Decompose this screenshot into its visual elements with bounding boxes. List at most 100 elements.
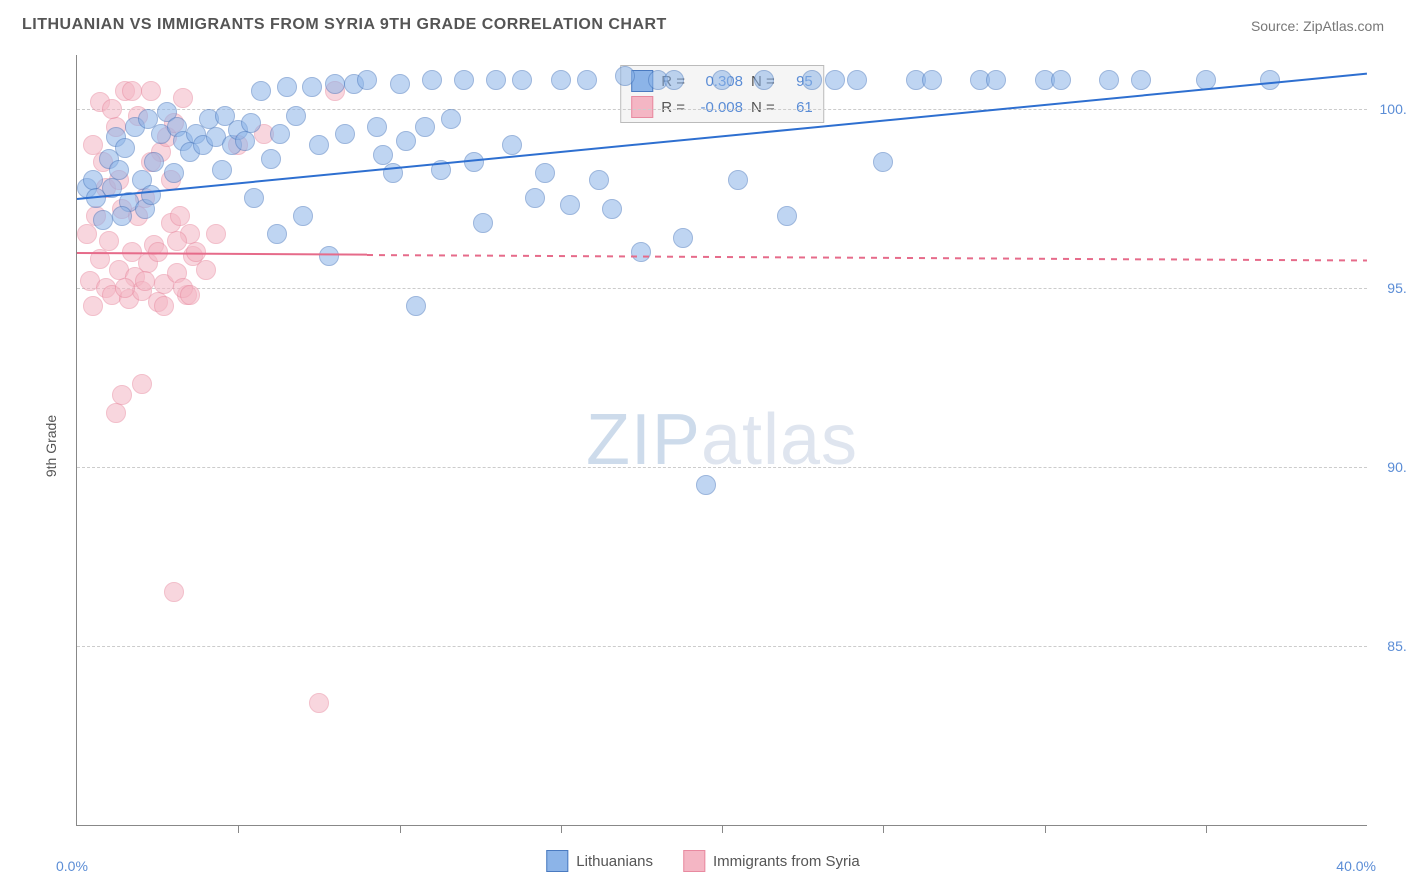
blue-dot bbox=[302, 77, 322, 97]
x-axis-max-label: 40.0% bbox=[1336, 858, 1376, 874]
blue-dot bbox=[83, 170, 103, 190]
y-tick-label: 90.0% bbox=[1387, 459, 1406, 475]
blue-dot bbox=[847, 70, 867, 90]
y-tick-label: 95.0% bbox=[1387, 280, 1406, 296]
y-axis-label: 9th Grade bbox=[43, 415, 59, 477]
swatch-blue-icon bbox=[546, 850, 568, 872]
blue-dot bbox=[319, 246, 339, 266]
pink-dot bbox=[173, 88, 193, 108]
blue-dot bbox=[235, 131, 255, 151]
blue-dot bbox=[309, 135, 329, 155]
blue-dot bbox=[93, 210, 113, 230]
pink-dot bbox=[167, 231, 187, 251]
blue-dot bbox=[270, 124, 290, 144]
pink-dot bbox=[106, 403, 126, 423]
x-axis-min-label: 0.0% bbox=[56, 858, 88, 874]
blue-dot bbox=[754, 70, 774, 90]
x-tick bbox=[561, 825, 562, 833]
blue-dot bbox=[728, 170, 748, 190]
blue-dot bbox=[664, 70, 684, 90]
pink-dot bbox=[122, 81, 142, 101]
plot-area: ZIPatlas R = 0.308 N = 95 R = -0.008 N =… bbox=[76, 55, 1367, 826]
blue-dot bbox=[261, 149, 281, 169]
blue-dot bbox=[777, 206, 797, 226]
legend-item-blue: Lithuanians bbox=[546, 850, 653, 872]
blue-dot bbox=[602, 199, 622, 219]
blue-dot bbox=[577, 70, 597, 90]
pink-dot bbox=[164, 582, 184, 602]
swatch-pink-icon bbox=[631, 96, 653, 118]
pink-dot bbox=[154, 296, 174, 316]
blue-dot bbox=[267, 224, 287, 244]
blue-dot bbox=[922, 70, 942, 90]
pink-dot bbox=[135, 271, 155, 291]
blue-dot bbox=[164, 163, 184, 183]
pink-dot bbox=[83, 135, 103, 155]
blue-dot bbox=[473, 213, 493, 233]
blue-dot bbox=[357, 70, 377, 90]
blue-dot bbox=[415, 117, 435, 137]
pink-dot bbox=[206, 224, 226, 244]
trend-line bbox=[367, 254, 1367, 262]
blue-dot bbox=[141, 185, 161, 205]
blue-dot bbox=[615, 66, 635, 86]
blue-dot bbox=[277, 77, 297, 97]
blue-dot bbox=[512, 70, 532, 90]
pink-dot bbox=[309, 693, 329, 713]
x-tick bbox=[1045, 825, 1046, 833]
blue-dot bbox=[251, 81, 271, 101]
x-tick bbox=[883, 825, 884, 833]
blue-dot bbox=[144, 152, 164, 172]
blue-dot bbox=[986, 70, 1006, 90]
blue-dot bbox=[464, 152, 484, 172]
legend-item-pink: Immigrants from Syria bbox=[683, 850, 860, 872]
legend-label-pink: Immigrants from Syria bbox=[713, 853, 860, 870]
pink-dot bbox=[83, 296, 103, 316]
blue-dot bbox=[1260, 70, 1280, 90]
blue-dot bbox=[1099, 70, 1119, 90]
pink-dot bbox=[77, 224, 97, 244]
blue-dot bbox=[406, 296, 426, 316]
blue-dot bbox=[673, 228, 693, 248]
blue-dot bbox=[486, 70, 506, 90]
blue-dot bbox=[115, 138, 135, 158]
watermark: ZIPatlas bbox=[586, 399, 858, 481]
blue-dot bbox=[396, 131, 416, 151]
blue-dot bbox=[367, 117, 387, 137]
blue-dot bbox=[589, 170, 609, 190]
blue-dot bbox=[325, 74, 345, 94]
y-tick-label: 100.0% bbox=[1380, 101, 1406, 117]
blue-dot bbox=[560, 195, 580, 215]
legend-label-blue: Lithuanians bbox=[576, 853, 653, 870]
bottom-legend: Lithuanians Immigrants from Syria bbox=[546, 850, 859, 872]
blue-dot bbox=[454, 70, 474, 90]
blue-dot bbox=[525, 188, 545, 208]
blue-dot bbox=[873, 152, 893, 172]
pink-dot bbox=[132, 374, 152, 394]
blue-dot bbox=[551, 70, 571, 90]
blue-dot bbox=[109, 160, 129, 180]
blue-dot bbox=[112, 206, 132, 226]
pink-dot bbox=[112, 385, 132, 405]
chart-title: LITHUANIAN VS IMMIGRANTS FROM SYRIA 9TH … bbox=[22, 16, 667, 34]
blue-dot bbox=[535, 163, 555, 183]
pink-dot bbox=[141, 81, 161, 101]
blue-dot bbox=[422, 70, 442, 90]
blue-dot bbox=[212, 160, 232, 180]
x-tick bbox=[400, 825, 401, 833]
gridline bbox=[77, 467, 1367, 468]
blue-dot bbox=[390, 74, 410, 94]
blue-dot bbox=[1131, 70, 1151, 90]
gridline bbox=[77, 646, 1367, 647]
blue-dot bbox=[335, 124, 355, 144]
blue-dot bbox=[293, 206, 313, 226]
pink-dot bbox=[99, 231, 119, 251]
pink-dot bbox=[102, 99, 122, 119]
y-tick-label: 85.0% bbox=[1387, 638, 1406, 654]
x-tick bbox=[238, 825, 239, 833]
blue-dot bbox=[373, 145, 393, 165]
blue-dot bbox=[1051, 70, 1071, 90]
blue-dot bbox=[286, 106, 306, 126]
blue-dot bbox=[696, 475, 716, 495]
gridline bbox=[77, 109, 1367, 110]
